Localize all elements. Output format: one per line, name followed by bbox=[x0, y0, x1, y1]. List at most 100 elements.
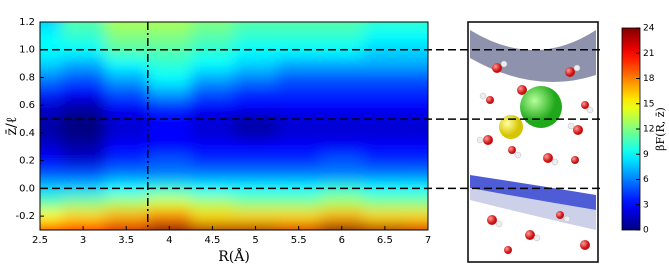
heat-cell bbox=[320, 153, 364, 169]
sodium-ion bbox=[499, 115, 523, 139]
heat-cell bbox=[234, 126, 278, 141]
heat-cell bbox=[363, 112, 407, 127]
heat-cell bbox=[363, 181, 407, 196]
heat-cell bbox=[406, 167, 428, 182]
x-axis-label: R(Å) bbox=[218, 247, 250, 265]
x-tick-label: 4 bbox=[166, 235, 172, 246]
heat-cell bbox=[190, 98, 235, 113]
colorbar-tick-label: 6 bbox=[643, 175, 649, 185]
y-tick-label: 0.2 bbox=[19, 156, 35, 167]
heat-cell bbox=[320, 84, 364, 99]
heat-cell bbox=[363, 22, 407, 30]
heat-cell bbox=[363, 195, 407, 210]
heat-cell bbox=[147, 70, 192, 85]
heat-cell bbox=[277, 84, 321, 99]
heat-cell bbox=[190, 153, 235, 169]
heat-cell bbox=[147, 209, 192, 224]
heat-cell bbox=[40, 42, 63, 58]
heat-cell bbox=[40, 139, 63, 155]
x-tick-label: 6.5 bbox=[377, 235, 393, 246]
heat-cell bbox=[147, 112, 192, 127]
heat-cell bbox=[234, 56, 278, 72]
heat-cell bbox=[61, 195, 106, 210]
heat-cell bbox=[406, 209, 428, 224]
heat-cell bbox=[40, 195, 63, 210]
heat-cell bbox=[277, 22, 321, 30]
heat-cell bbox=[104, 167, 149, 182]
heat-cell bbox=[320, 28, 364, 44]
colorbar-tick-label: 9 bbox=[643, 150, 649, 160]
heat-cell bbox=[190, 28, 235, 44]
heat-cell bbox=[40, 112, 63, 127]
heat-cell bbox=[277, 209, 321, 224]
heat-cell bbox=[104, 28, 149, 44]
heat-cell bbox=[147, 195, 192, 210]
heat-cell bbox=[363, 84, 407, 99]
heat-cell bbox=[363, 153, 407, 169]
heat-cell bbox=[147, 84, 192, 99]
heat-cell bbox=[363, 209, 407, 224]
lower-surface bbox=[470, 175, 596, 210]
heat-cell bbox=[40, 98, 63, 113]
heat-cell bbox=[104, 22, 149, 30]
heat-cell bbox=[406, 98, 428, 113]
heat-cell bbox=[40, 181, 63, 196]
heat-cell bbox=[320, 167, 364, 182]
colorbar-tick-label: 21 bbox=[643, 49, 654, 59]
heat-cell bbox=[234, 28, 278, 44]
heat-cell bbox=[61, 139, 106, 155]
y-tick-label: 0.6 bbox=[19, 100, 35, 111]
heat-cell bbox=[190, 70, 235, 85]
x-tick-label: 3 bbox=[80, 235, 86, 246]
heat-cell bbox=[40, 153, 63, 169]
y-axis-label: z̄/ℓ bbox=[4, 116, 20, 135]
heat-cell bbox=[234, 70, 278, 85]
colorbar-tick-label: 15 bbox=[643, 99, 654, 109]
heat-cell bbox=[406, 28, 428, 44]
heat-cell bbox=[277, 195, 321, 210]
heat-cell bbox=[147, 153, 192, 169]
heat-cell bbox=[61, 70, 106, 85]
chloride-ion bbox=[520, 86, 562, 128]
heat-cell bbox=[363, 28, 407, 44]
heat-cell bbox=[277, 167, 321, 182]
water-oxygens bbox=[483, 63, 590, 254]
heat-cell bbox=[363, 56, 407, 72]
heat-cell bbox=[320, 209, 364, 224]
heat-cell bbox=[277, 56, 321, 72]
colorbar-tick-label: 12 bbox=[643, 125, 654, 135]
heat-cell bbox=[147, 28, 192, 44]
x-tick-label: 5.5 bbox=[291, 235, 307, 246]
heat-cell bbox=[406, 223, 428, 230]
colorbar-label: βF(R, z̄) bbox=[654, 107, 667, 151]
heat-cell bbox=[190, 56, 235, 72]
heat-cell bbox=[61, 84, 106, 99]
heat-cell bbox=[234, 181, 278, 196]
heat-cell bbox=[234, 209, 278, 224]
heat-cell bbox=[147, 181, 192, 196]
heat-cell bbox=[147, 126, 192, 141]
heat-cell bbox=[406, 139, 428, 155]
heat-cell bbox=[277, 139, 321, 155]
heat-cell bbox=[277, 98, 321, 113]
heat-cell bbox=[277, 153, 321, 169]
heat-cell bbox=[104, 153, 149, 169]
y-tick-label: 0.8 bbox=[19, 72, 35, 83]
heat-cell bbox=[147, 167, 192, 182]
heat-cell bbox=[406, 126, 428, 141]
heat-cell bbox=[234, 22, 278, 30]
heat-cell bbox=[363, 98, 407, 113]
heat-cell bbox=[61, 209, 106, 224]
heat-cell bbox=[190, 22, 235, 30]
heat-cell bbox=[320, 22, 364, 30]
y-tick-label: 0.0 bbox=[19, 183, 35, 194]
x-tick-label: 7 bbox=[425, 235, 431, 246]
heat-cell bbox=[363, 70, 407, 85]
heat-cell bbox=[104, 98, 149, 113]
heat-cell bbox=[234, 98, 278, 113]
heat-cell bbox=[234, 195, 278, 210]
heat-cell bbox=[104, 84, 149, 99]
heat-cell bbox=[104, 139, 149, 155]
heat-cell bbox=[406, 195, 428, 210]
heat-cell bbox=[104, 209, 149, 224]
